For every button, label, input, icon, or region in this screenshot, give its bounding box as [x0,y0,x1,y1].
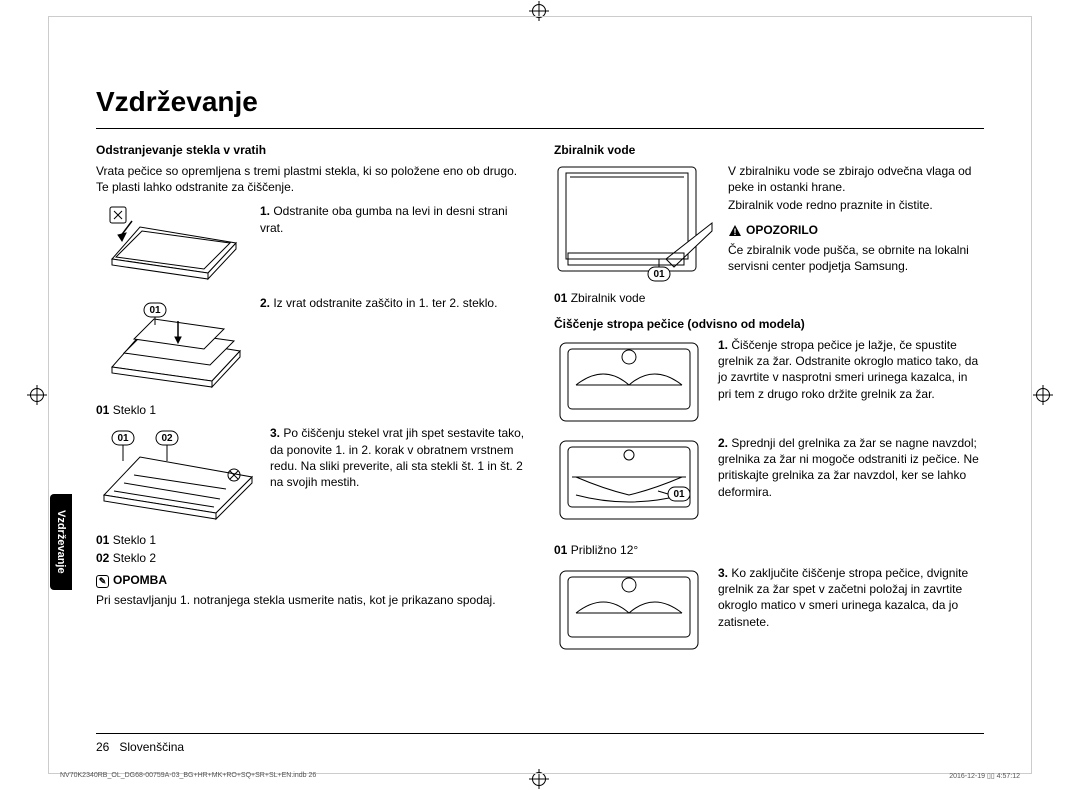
fig-water: 01 01 Zbiralnik vode [554,163,714,305]
water-cap: 01 Zbiralnik vode [554,291,714,305]
s2-body: Iz vrat odstranite zaščito in 1. ter 2. … [273,296,497,310]
footline-left: NV70K2340RB_OL_DG68-00759A-03_BG+HR+MK+R… [60,772,316,780]
left-step2: 01 01 Steklo 1 2. Iz vrat odstranite zaš… [96,295,526,417]
reg-mark-left [30,388,44,402]
content-area: Vzdrževanje Odstranjevanje stekla v vrat… [96,86,984,663]
s1-body: Odstranite oba gumba na levi in desni st… [260,204,507,234]
ceiling-2-text: 2. Sprednji del grelnika za žar se nagne… [718,435,984,500]
water-p2: Zbiralnik vode redno praznite in čistite… [728,197,984,213]
s3-prefix: 3. [270,426,283,440]
page-number: 26 [96,740,109,754]
c2-body: Sprednji del grelnika za žar se nagne na… [718,436,979,499]
fig-ceiling-1 [554,337,704,427]
s2-prefix: 2. [260,296,273,310]
s2-badge: 01 [149,305,161,316]
s3-b2: 02 [161,433,173,444]
left-column: Odstranjevanje stekla v vratih Vrata peč… [96,143,526,663]
ceiling-2: 01 01 Približno 12° 2. Sprednji del grel… [554,435,984,557]
left-step1-text: 1. Odstranite oba gumba na levi in desni… [260,203,526,235]
left-step3: 01 02 01 Steklo 1 02 Steklo 2 3. Po čišč… [96,425,526,565]
s1-prefix: 1. [260,204,273,218]
title-rule [96,128,984,129]
section-tab-label: Vzdrževanje [55,510,67,574]
c1-prefix: 1. [718,338,731,352]
reg-mark-right [1036,388,1050,402]
s3-b1: 01 [117,433,129,444]
s3-cap1: 01 Steklo 1 [96,533,256,547]
c1-body: Čiščenje stropa pečice je lažje, če spus… [718,338,978,401]
water-cap-t: Zbiralnik vode [567,291,645,305]
print-footline: NV70K2340RB_OL_DG68-00759A-03_BG+HR+MK+R… [60,772,1020,780]
fig-door-3: 01 02 01 Steklo 1 02 Steklo 2 [96,425,256,565]
s2-cap-b: 01 [96,403,109,417]
ceiling-1-text: 1. Čiščenje stropa pečice je lažje, če s… [718,337,984,402]
left-step3-text: 3. Po čiščenju stekel vrat jih spet sest… [270,425,526,490]
water-cap-b: 01 [554,291,567,305]
c2-prefix: 2. [718,436,731,450]
water-collector: 01 01 Zbiralnik vode V zbiralniku vode s… [554,163,984,305]
right-column: Zbiralnik vode [554,143,984,663]
section-tab: Vzdrževanje [50,494,72,590]
left-h: Odstranjevanje stekla v vratih [96,143,526,157]
c3-prefix: 3. [718,566,731,580]
s2-caption: 01 Steklo 1 [96,403,246,417]
fig-ceiling-2: 01 01 Približno 12° [554,435,704,557]
c2-cap-t: Približno 12° [567,543,638,557]
s3-cap2-b: 02 [96,551,109,565]
fig-door-1 [96,203,246,287]
ceiling-3: 3. Ko zaključite čiščenje stropa pečice,… [554,565,984,655]
warn-heading: ! OPOZORILO [728,222,984,238]
c2-cap-b: 01 [554,543,567,557]
page-footer: 26 Slovenščina [96,733,984,754]
water-text: V zbiralniku vode se zbirajo odvečna vla… [728,163,984,274]
page-lang: Slovenščina [119,740,184,754]
s3-cap1-t: Steklo 1 [109,533,156,547]
right-h2: Čiščenje stropa pečice (odvisno od model… [554,317,984,331]
water-p1: V zbiralniku vode se zbirajo odvečna vla… [728,163,984,195]
right-h1: Zbiralnik vode [554,143,984,157]
s3-cap2-t: Steklo 2 [109,551,156,565]
s3-cap1-b: 01 [96,533,109,547]
left-intro: Vrata pečice so opremljena s tremi plast… [96,163,526,195]
note-body: Pri sestavljanju 1. notranjega stekla us… [96,592,526,608]
page-title: Vzdrževanje [96,86,984,118]
left-step2-text: 2. Iz vrat odstranite zaščito in 1. ter … [260,295,526,311]
c2-badge: 01 [673,489,685,500]
note-heading: ✎ OPOMBA [96,573,526,587]
warn-label: OPOZORILO [746,223,818,237]
note-block: ✎ OPOMBA Pri sestavljanju 1. notranjega s… [96,573,526,608]
fig-door-2: 01 01 Steklo 1 [96,295,246,417]
ceiling-1: 1. Čiščenje stropa pečice je lažje, če s… [554,337,984,427]
svg-text:!: ! [734,227,737,237]
warn-body: Če zbiralnik vode pušča, se obrnite na l… [728,242,984,274]
c2-cap: 01 Približno 12° [554,543,704,557]
s2-cap-t: Steklo 1 [109,403,156,417]
left-step1: 1. Odstranite oba gumba na levi in desni… [96,203,526,287]
fig-ceiling-3 [554,565,704,655]
warning-icon: ! [728,224,742,237]
two-columns: Odstranjevanje stekla v vratih Vrata peč… [96,143,984,663]
c3-body: Ko zaključite čiščenje stropa pečice, dv… [718,566,968,629]
ceiling-3-text: 3. Ko zaključite čiščenje stropa pečice,… [718,565,984,630]
note-label: OPOMBA [113,573,167,587]
s3-cap2: 02 Steklo 2 [96,551,256,565]
water-badge: 01 [653,269,665,280]
footline-right: 2016-12-19 ▯▯ 4:57:12 [949,772,1020,780]
s3-body: Po čiščenju stekel vrat jih spet sestavi… [270,426,524,489]
note-icon: ✎ [96,575,109,588]
